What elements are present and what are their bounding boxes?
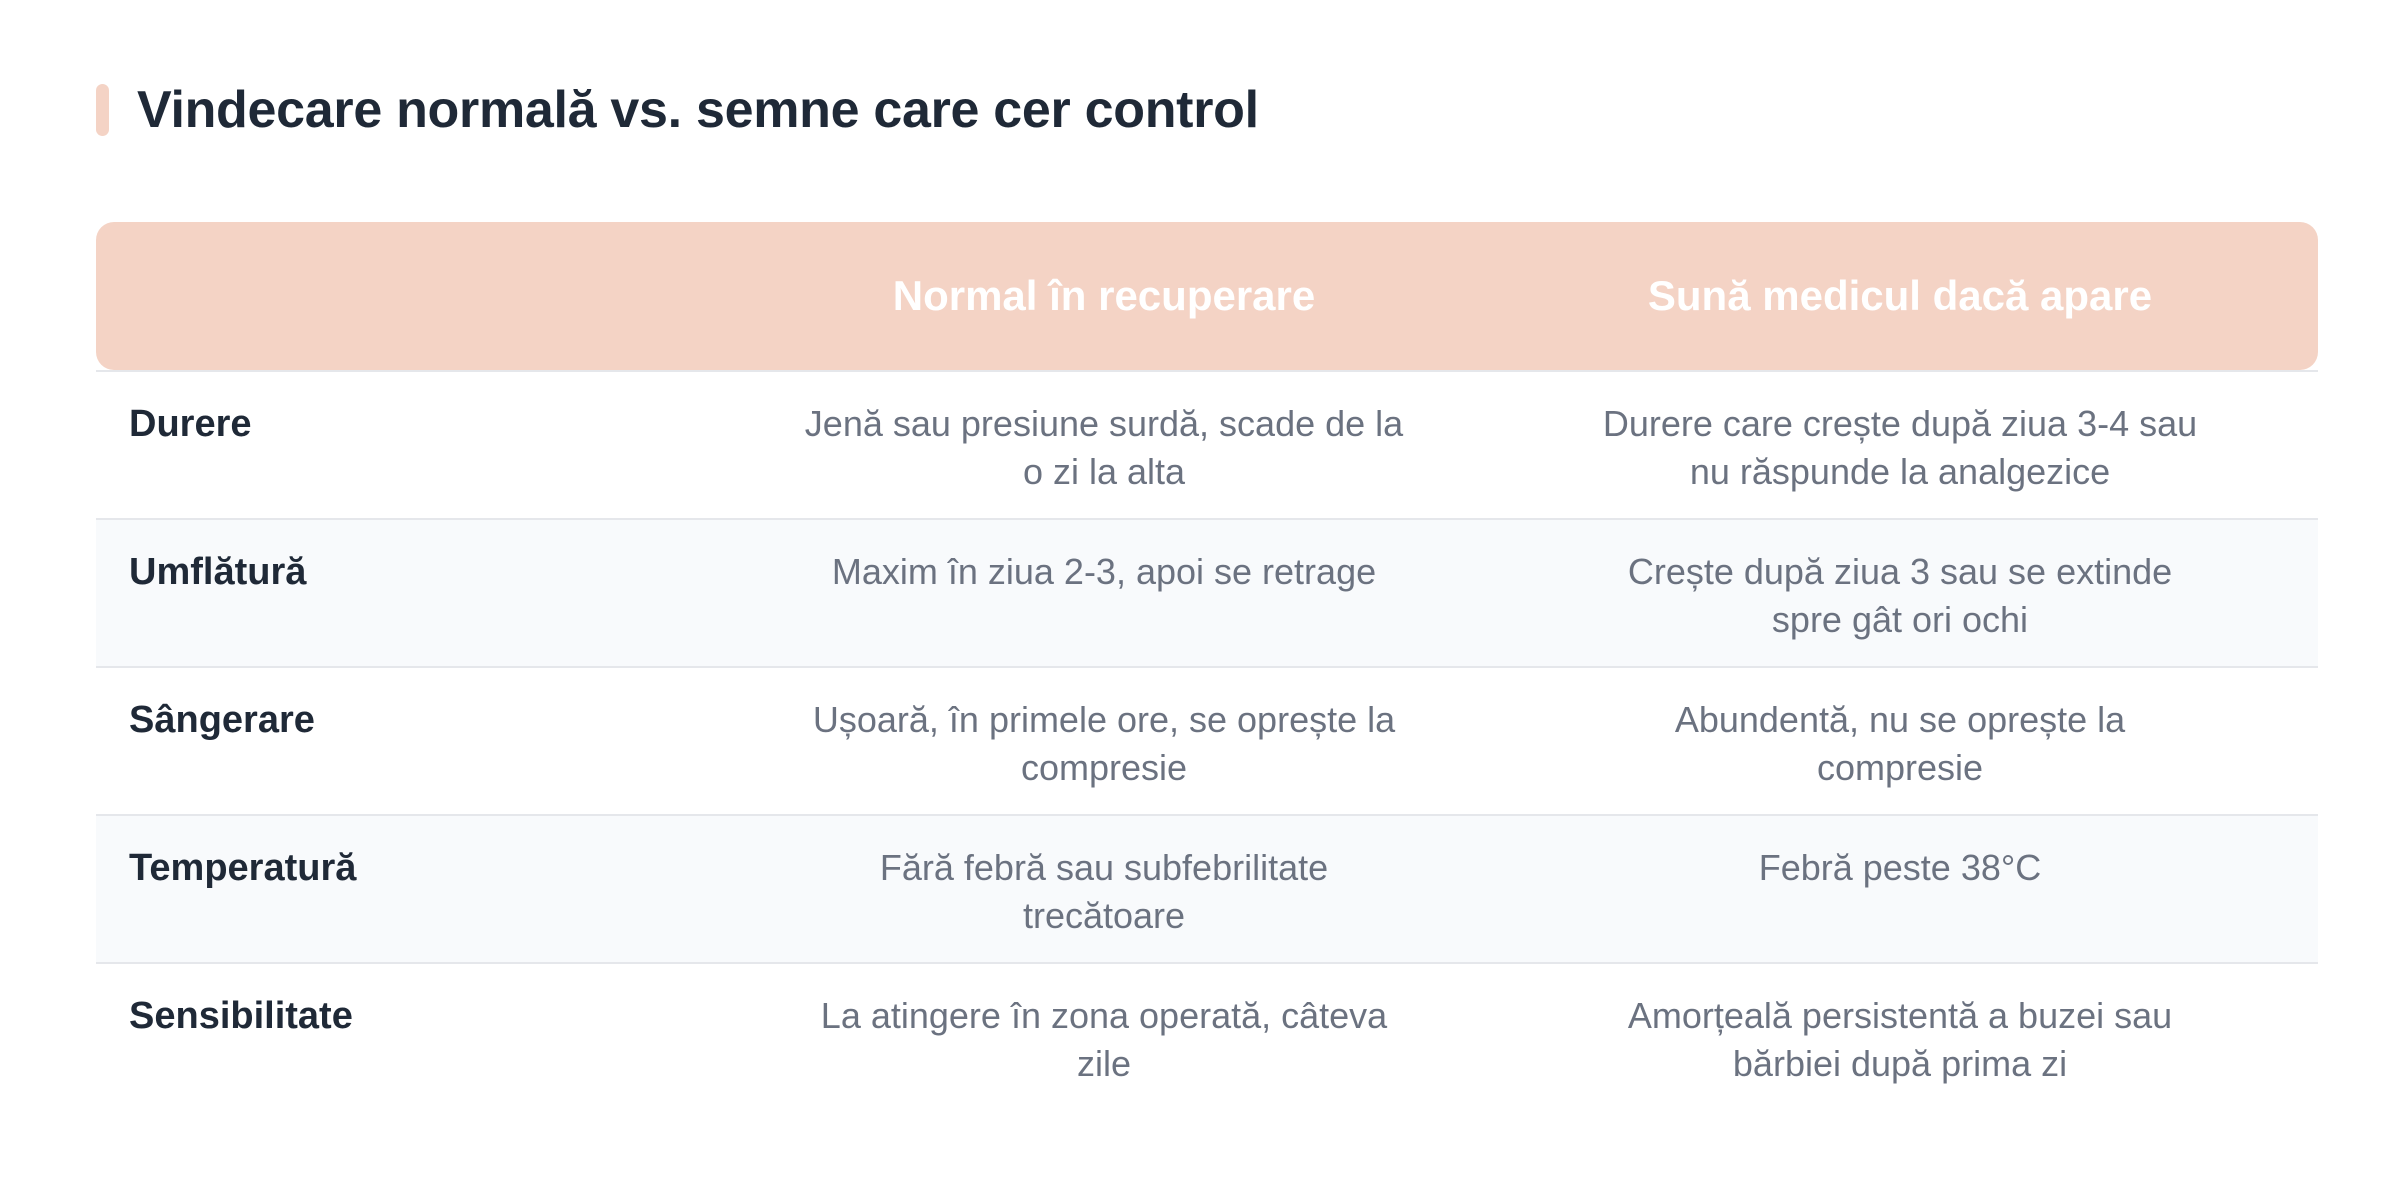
alert-text: Febră peste 38°C <box>1758 847 2042 888</box>
row-label: Sensibilitate <box>129 995 353 1037</box>
page-title: Vindecare normală vs. semne care cer con… <box>137 81 1259 139</box>
row-label: Sângerare <box>129 699 315 741</box>
alert-text: Crește după ziua 3 sau se extinde spre g… <box>1627 551 2173 640</box>
table-row: Temperatură Fără febră sau subfebrilitat… <box>96 814 2318 962</box>
normal-text: Maxim în ziua 2-3, apoi se retrage <box>831 551 1377 592</box>
alert-text: Durere care crește după ziua 3-4 sau nu … <box>1602 403 2198 492</box>
alert-cell: Amorțeală persistentă a buzei sau bărbie… <box>1482 964 2318 1108</box>
row-label: Temperatură <box>129 847 357 889</box>
normal-cell: Jenă sau presiune surdă, scade de la o z… <box>726 372 1482 518</box>
alert-cell: Crește după ziua 3 sau se extinde spre g… <box>1482 520 2318 666</box>
normal-cell: La atingere în zona operată, câteva zile <box>726 964 1482 1108</box>
normal-cell: Fără febră sau subfebrilitate trecătoare <box>726 816 1482 962</box>
alert-text: Amorțeală persistentă a buzei sau bărbie… <box>1627 995 2173 1084</box>
title-block: Vindecare normală vs. semne care cer con… <box>96 80 1259 140</box>
row-label: Umflătură <box>129 551 307 593</box>
table-row: Durere Jenă sau presiune surdă, scade de… <box>96 370 2318 518</box>
alert-cell: Febră peste 38°C <box>1482 816 2318 962</box>
table-row: Sensibilitate La atingere în zona operat… <box>96 962 2318 1108</box>
table-row: Sângerare Ușoară, în primele ore, se opr… <box>96 666 2318 814</box>
row-label: Durere <box>129 403 252 445</box>
normal-cell: Ușoară, în primele ore, se oprește la co… <box>726 668 1482 814</box>
table-row: Umflătură Maxim în ziua 2-3, apoi se ret… <box>96 518 2318 666</box>
title-accent-bar <box>96 84 109 136</box>
normal-text: La atingere în zona operată, câteva zile <box>820 995 1388 1084</box>
table-header: Normal în recuperare Sună medicul dacă a… <box>96 222 2318 370</box>
comparison-table: Normal în recuperare Sună medicul dacă a… <box>96 222 2318 1108</box>
header-alert-column: Sună medicul dacă apare <box>1647 272 2153 319</box>
normal-text: Ușoară, în primele ore, se oprește la co… <box>812 699 1396 788</box>
normal-text: Fără febră sau subfebrilitate trecătoare <box>879 847 1329 936</box>
normal-cell: Maxim în ziua 2-3, apoi se retrage <box>726 520 1482 666</box>
header-normal-column: Normal în recuperare <box>892 272 1316 319</box>
alert-text: Abundentă, nu se oprește la compresie <box>1674 699 2126 788</box>
normal-text: Jenă sau presiune surdă, scade de la o z… <box>804 403 1404 492</box>
alert-cell: Abundentă, nu se oprește la compresie <box>1482 668 2318 814</box>
alert-cell: Durere care crește după ziua 3-4 sau nu … <box>1482 372 2318 518</box>
